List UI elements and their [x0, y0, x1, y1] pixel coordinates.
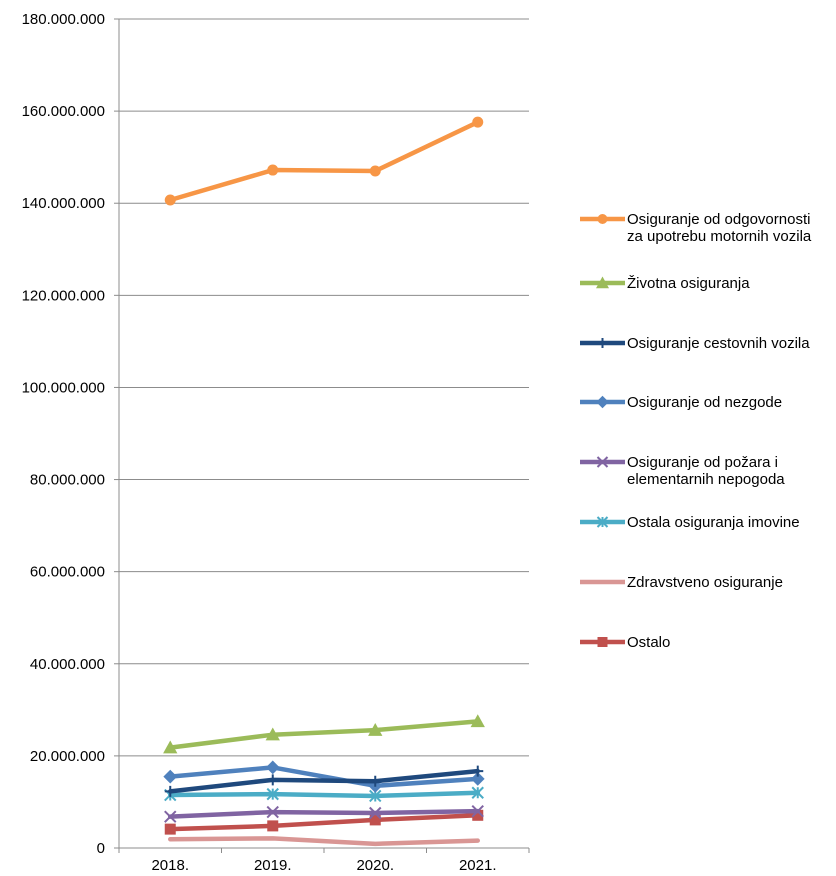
y-tick-label: 160.000.000 — [22, 103, 105, 120]
data-point — [164, 823, 176, 835]
y-tick-label: 80.000.000 — [30, 472, 105, 489]
series-line — [168, 813, 480, 832]
data-point — [267, 774, 279, 786]
x-tick-label: 2018. — [151, 857, 189, 874]
data-point — [164, 810, 177, 823]
series-line — [168, 836, 480, 847]
series-lines — [163, 116, 485, 847]
x-tick-label: 2021. — [459, 857, 497, 874]
data-point — [472, 765, 484, 777]
series-line — [168, 765, 480, 789]
series-line — [168, 768, 480, 794]
x-axis-tick-labels: 2018. 2019. 2020. 2021. — [151, 857, 496, 874]
legend-label: Osiguranje od požara i — [627, 454, 778, 471]
series-line — [168, 119, 480, 203]
data-point — [471, 804, 484, 818]
legend-label: Ostalo — [627, 634, 670, 651]
data-point — [369, 775, 381, 787]
data-point — [470, 714, 485, 728]
data-point — [266, 805, 279, 819]
legend-key-marker — [596, 276, 609, 289]
y-tick-label: 180.000.000 — [22, 11, 105, 28]
legend-label: Ostala osiguranja imovine — [627, 514, 800, 531]
data-point — [368, 722, 383, 736]
data-point — [369, 806, 382, 820]
legend-key-marker — [596, 395, 609, 409]
y-axis-tick-labels: 0 20.000.000 40.000.000 60.000.000 80.000.00… — [22, 11, 105, 857]
data-point — [267, 820, 279, 832]
y-tick-label: 100.000.000 — [22, 379, 105, 396]
series-line — [168, 808, 480, 819]
legend-key-marker — [597, 338, 608, 348]
axes — [114, 18, 530, 853]
data-point — [471, 786, 484, 799]
data-point — [163, 740, 178, 754]
series-line — [168, 719, 480, 750]
legend-label: Životna osiguranja — [627, 275, 750, 292]
y-tick-label: 40.000.000 — [30, 656, 105, 673]
data-point — [164, 785, 176, 797]
legend-label: Osiguranje cestovnih vozila — [627, 335, 810, 352]
data-point — [472, 809, 484, 821]
series-line — [168, 790, 480, 799]
legend-label: Zdravstveno osiguranje — [627, 574, 783, 591]
data-point — [265, 760, 280, 775]
data-point — [369, 814, 381, 826]
gridlines — [119, 18, 529, 757]
data-point — [267, 164, 279, 176]
y-tick-label: 120.000.000 — [22, 287, 105, 304]
data-point — [470, 772, 485, 786]
legend-key-marker — [597, 637, 608, 647]
x-tick-label: 2020. — [356, 857, 394, 874]
y-tick-label: 20.000.000 — [30, 748, 105, 765]
data-point — [164, 194, 176, 206]
legend-label: elementarnih nepogoda — [627, 471, 785, 488]
legend-key-marker — [596, 516, 609, 528]
y-tick-label: 140.000.000 — [22, 195, 105, 212]
y-tick-label: 60.000.000 — [30, 564, 105, 581]
legend-key-marker — [596, 456, 609, 468]
legend-key-marker — [597, 214, 608, 224]
y-tick-label: 0 — [97, 840, 105, 857]
data-point — [265, 727, 280, 741]
data-point — [266, 787, 279, 801]
data-point — [472, 116, 484, 128]
legend-label: za upotrebu motornih vozila — [627, 228, 812, 245]
legend-label: Osiguranje od odgovornosti — [627, 211, 810, 228]
x-tick-label: 2019. — [254, 857, 292, 874]
legend-label: Osiguranje od nezgode — [627, 394, 782, 411]
data-point — [163, 769, 178, 784]
data-point — [369, 165, 381, 177]
